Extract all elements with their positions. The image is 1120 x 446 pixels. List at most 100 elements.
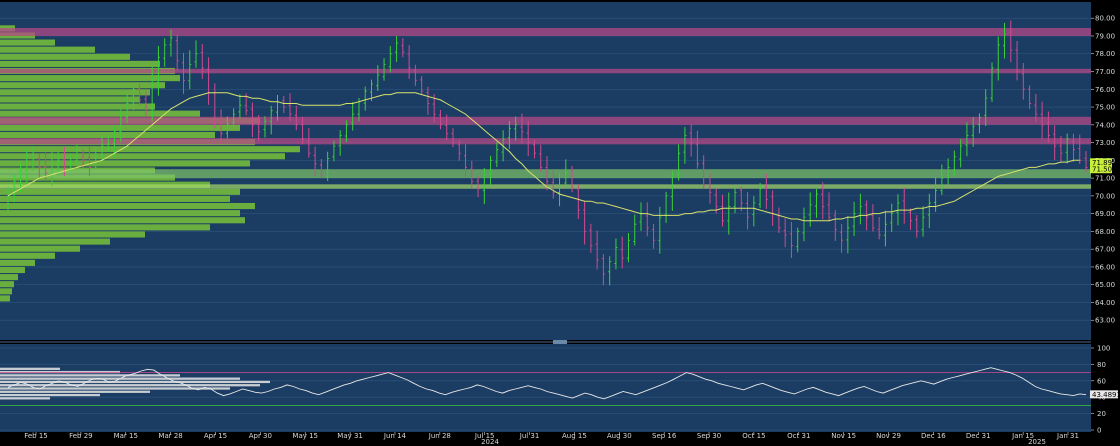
oscillator-histogram-bar xyxy=(0,387,230,390)
x-tick-label: Aug 15 xyxy=(562,432,587,440)
price-y-tick-label: 67.00 xyxy=(1095,246,1115,254)
oscillator-histogram-bar xyxy=(0,380,270,384)
x-tick-label: Jul 15 xyxy=(474,432,495,440)
x-tick-label: Sep 16 xyxy=(652,432,677,440)
x-tick-label: Feb 15 xyxy=(24,432,48,440)
price-y-tick-label: 71.00 xyxy=(1095,175,1115,183)
price-y-tick-label: 74.00 xyxy=(1095,121,1115,129)
oscillator-line xyxy=(7,367,1087,400)
resistance-band xyxy=(0,68,1091,74)
oscillator-histogram-bar xyxy=(0,390,150,393)
oscillator-last-value-label: 43.4891 xyxy=(1090,390,1120,399)
price-label-text: 71.89 xyxy=(1092,159,1112,167)
x-tick-label: Aug 30 xyxy=(607,432,632,440)
price-y-tick-label: 80.00 xyxy=(1095,15,1115,23)
x-axis: Feb 15 Feb 29 Mar 15 Mar 28 Apr 15 Apr 30 May … xyxy=(24,432,1079,446)
volume-profile-bar xyxy=(0,160,250,167)
x-tick-label: Oct 31 xyxy=(787,432,810,440)
oscillator-histogram-bar xyxy=(0,393,100,397)
panel-collapse-handle[interactable] xyxy=(553,340,567,344)
price-y-tick-label: 79.00 xyxy=(1095,32,1115,40)
volume-profile-bar xyxy=(0,96,140,103)
price-y-tick-label: 78.00 xyxy=(1095,50,1115,58)
volume-profile-bar xyxy=(0,210,240,217)
x-tick-label: Sep 30 xyxy=(697,432,721,440)
x-tick-label: Oct 15 xyxy=(742,432,765,440)
volume-profile-bar xyxy=(0,89,150,96)
x-tick-label: Mar 28 xyxy=(158,432,182,440)
volume-profile-bar xyxy=(0,224,210,231)
volume-profile-bar xyxy=(0,295,10,302)
price-y-tick-label: 69.00 xyxy=(1095,210,1115,218)
x-tick-label: Apr 15 xyxy=(204,432,227,440)
oscillator-label-text: 43.4891 xyxy=(1092,391,1120,399)
oscillator-y-tick-label: 80 xyxy=(1097,361,1106,369)
volume-profile-bar xyxy=(0,131,215,139)
moving-average xyxy=(7,92,1080,222)
volume-profile-bar xyxy=(0,281,14,288)
volume-profile-bar xyxy=(0,39,55,46)
volume-profile-bar xyxy=(0,124,240,131)
volume-profile-bar xyxy=(0,153,285,160)
x-tick-label: Jan 15 xyxy=(1011,432,1034,440)
price-y-tick-label: 75.00 xyxy=(1095,104,1115,112)
level-bands xyxy=(0,27,1091,189)
resistance-band xyxy=(0,138,1091,145)
x-tick-label: Dec 31 xyxy=(966,432,991,440)
volume-profile-bar xyxy=(0,231,145,238)
volume-profile-bar xyxy=(0,53,130,60)
support-band xyxy=(0,169,1091,179)
price-y-tick-label: 77.00 xyxy=(1095,68,1115,76)
oscillator-histogram-bar xyxy=(0,384,260,387)
volume-profile-bar xyxy=(0,195,230,202)
support-band xyxy=(0,184,1091,189)
oscillator-histogram-bar xyxy=(0,370,120,374)
oscillator-histogram-bar xyxy=(0,367,60,370)
volume-profile-bar xyxy=(0,217,245,224)
oscillator-y-tick-label: 20 xyxy=(1097,410,1106,418)
volume-profile-bar xyxy=(0,110,200,117)
x-tick-label: Mar 15 xyxy=(114,432,138,440)
oscillator-histogram-bar xyxy=(0,374,180,377)
oscillator-y-tick-label: 0 xyxy=(1097,427,1101,435)
volume-profile-bar xyxy=(0,46,95,53)
volume-profile-bar xyxy=(0,252,55,259)
volume-profile-bar xyxy=(0,146,300,153)
x-tick-label: May 15 xyxy=(292,432,318,440)
x-tick-label: Jun 28 xyxy=(428,432,451,440)
x-tick-label: Nov 15 xyxy=(831,432,856,440)
volume-profile-bar xyxy=(0,274,18,281)
oscillator-label-box xyxy=(1090,390,1118,399)
price-last-value-label: 71.50 xyxy=(1090,165,1112,174)
oscillator-y-tick-label: 60 xyxy=(1097,377,1106,385)
volume-profile-bar xyxy=(0,103,155,110)
price-y-tick-label: 63.00 xyxy=(1095,317,1115,325)
x-tick-label: Feb 29 xyxy=(69,432,93,440)
moving-average-line xyxy=(7,92,1080,222)
volume-profile-bar xyxy=(0,266,25,274)
price-y-tick-label: 65.00 xyxy=(1095,281,1115,289)
year-label: 2024 xyxy=(481,438,499,446)
volume-profile-bar xyxy=(0,75,180,82)
price-label-box xyxy=(1090,165,1112,174)
volume-profile-bar xyxy=(0,60,160,67)
x-tick-label: May 31 xyxy=(337,432,363,440)
price-y-tick-label: 70.00 xyxy=(1095,192,1115,200)
x-tick-label: Jun 14 xyxy=(383,432,407,440)
volume-profile-bar xyxy=(0,82,165,89)
x-tick-label: Jan 31 xyxy=(1056,432,1079,440)
volume-profile-bar xyxy=(0,245,80,252)
resistance-band xyxy=(0,116,1091,125)
volume-profile-bar xyxy=(0,202,255,210)
oscillator-histogram-bar xyxy=(0,397,50,400)
price-y-tick-label: 64.00 xyxy=(1095,299,1115,307)
oscillator-y-tick-label: 100 xyxy=(1097,345,1110,353)
price-label-text: 71.50 xyxy=(1092,166,1112,174)
year-label: 2025 xyxy=(1028,438,1046,446)
x-tick-label: Nov 29 xyxy=(876,432,901,440)
volume-profile-bar xyxy=(0,288,12,295)
price-bars xyxy=(6,20,1088,286)
price-y-tick-label: 66.00 xyxy=(1095,263,1115,271)
volume-profile-bar xyxy=(0,188,240,195)
